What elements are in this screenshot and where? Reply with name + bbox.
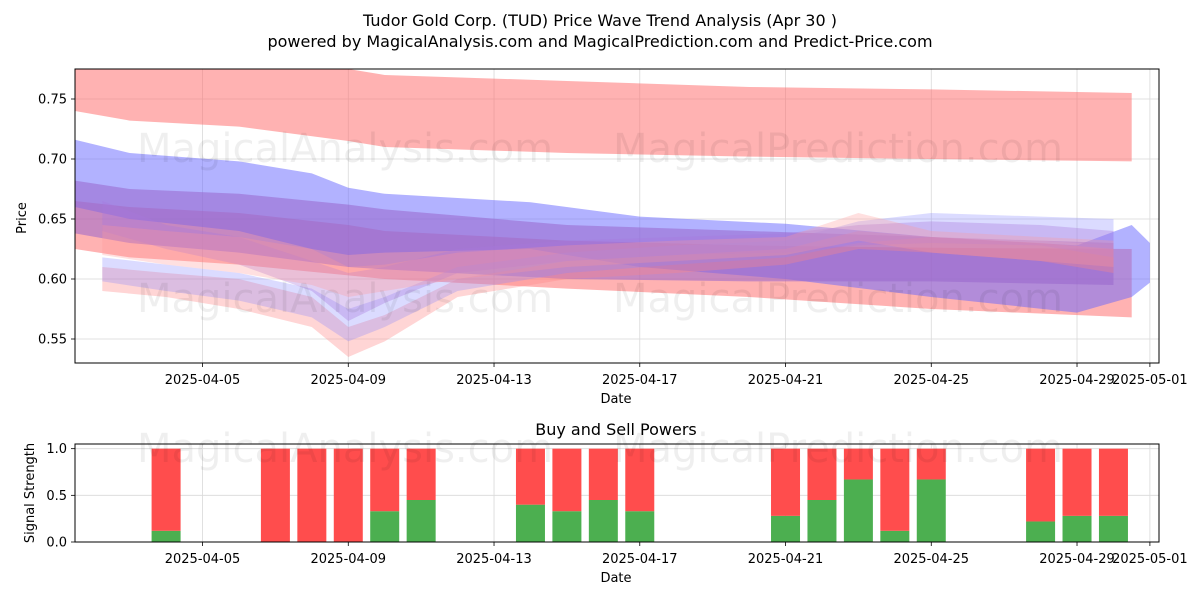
buy-bar bbox=[406, 500, 436, 542]
signal-plot-title: Buy and Sell Powers bbox=[535, 420, 697, 439]
buy-bar bbox=[916, 479, 946, 542]
buy-bar bbox=[588, 500, 618, 542]
watermark-prediction-signal: MagicalPrediction.com bbox=[613, 426, 1063, 472]
price-xtick-label: 2025-04-13 bbox=[456, 373, 532, 388]
sell-bar bbox=[771, 448, 801, 516]
price-plot: 2025-04-05 2025-04-09 2025-04-13 2025-04-17… bbox=[38, 68, 1188, 388]
price-xtick-label: 2025-05-01 bbox=[1112, 373, 1188, 388]
wave-band-3 bbox=[102, 213, 1114, 297]
sell-bar bbox=[880, 448, 910, 531]
price-xtick-label: 2025-04-17 bbox=[602, 373, 678, 388]
signal-ytick-label: 0.0 bbox=[46, 536, 67, 551]
buy-bar bbox=[515, 504, 545, 542]
sell-bar bbox=[1062, 448, 1092, 516]
price-ytick-label: 0.65 bbox=[38, 213, 67, 228]
buy-bar bbox=[1098, 515, 1128, 542]
signal-xtick-label: 2025-04-09 bbox=[310, 552, 386, 567]
sell-bar bbox=[151, 448, 181, 531]
sell-bar bbox=[625, 448, 655, 512]
price-xtick-label: 2025-04-29 bbox=[1039, 373, 1115, 388]
signal-xtick-label: 2025-04-25 bbox=[893, 552, 969, 567]
price-xlabel: Date bbox=[600, 392, 631, 407]
signal-plot: 2025-04-05 2025-04-09 2025-04-13 2025-04-17… bbox=[46, 442, 1187, 567]
price-xtick-label: 2025-04-05 bbox=[165, 373, 241, 388]
price-ytick-label: 0.55 bbox=[38, 333, 67, 348]
watermark-analysis-signal: MagicalAnalysis.com bbox=[137, 426, 553, 472]
wave-band-0 bbox=[102, 231, 1114, 357]
price-plot-frame bbox=[74, 68, 1160, 364]
signal-ytick-label: 1.0 bbox=[46, 442, 67, 457]
sell-bar bbox=[1026, 448, 1056, 522]
watermark-prediction-main-2: MagicalPrediction.com bbox=[613, 276, 1063, 322]
sell-bar bbox=[552, 448, 582, 512]
chart-subtitle: powered by MagicalAnalysis.com and Magic… bbox=[267, 32, 932, 51]
price-ytick-label: 0.60 bbox=[38, 273, 67, 288]
chart-title: Tudor Gold Corp. (TUD) Price Wave Trend … bbox=[362, 11, 837, 30]
price-xtick-label: 2025-04-25 bbox=[893, 373, 969, 388]
band-red-top bbox=[75, 69, 1132, 162]
buy-bar bbox=[151, 530, 181, 542]
sell-bar bbox=[260, 448, 290, 542]
signal-bars bbox=[151, 448, 1128, 542]
price-ylabel: Price bbox=[15, 202, 30, 234]
buy-bar bbox=[843, 479, 873, 542]
signal-xtick-label: 2025-04-13 bbox=[456, 552, 532, 567]
watermark-analysis-main-2: MagicalAnalysis.com bbox=[137, 276, 553, 322]
signal-xtick-label: 2025-04-21 bbox=[748, 552, 824, 567]
buy-bar bbox=[880, 530, 910, 542]
sell-bar bbox=[515, 448, 545, 505]
buy-bar bbox=[625, 511, 655, 542]
price-bands bbox=[75, 69, 1150, 357]
signal-xtick-label: 2025-05-01 bbox=[1112, 552, 1188, 567]
price-xtick-label: 2025-04-21 bbox=[748, 373, 824, 388]
watermark-analysis-main: MagicalAnalysis.com bbox=[137, 126, 553, 172]
signal-plot-frame bbox=[74, 443, 1160, 543]
wave-band-2 bbox=[102, 201, 1114, 321]
sell-bar bbox=[843, 448, 873, 480]
sell-bar bbox=[297, 448, 327, 542]
watermark-prediction-main: MagicalPrediction.com bbox=[613, 126, 1063, 172]
signal-ylabel: Signal Strength bbox=[23, 443, 38, 543]
sell-bar bbox=[1098, 448, 1128, 516]
price-ytick-label: 0.75 bbox=[38, 93, 67, 108]
sell-bar bbox=[406, 448, 436, 500]
signal-xlabel: Date bbox=[600, 571, 631, 586]
sell-bar bbox=[370, 448, 400, 512]
buy-bar bbox=[807, 500, 837, 542]
buy-bar bbox=[771, 515, 801, 542]
sell-bar bbox=[333, 448, 363, 542]
buy-bar bbox=[370, 511, 400, 542]
sell-bar bbox=[588, 448, 618, 500]
signal-xtick-label: 2025-04-05 bbox=[165, 552, 241, 567]
signal-xtick-label: 2025-04-17 bbox=[602, 552, 678, 567]
sell-bar bbox=[807, 448, 837, 500]
signal-ytick-label: 0.5 bbox=[46, 489, 67, 504]
price-ytick-label: 0.70 bbox=[38, 153, 67, 168]
sell-bar bbox=[916, 448, 946, 480]
band-purple-band bbox=[75, 180, 1114, 285]
buy-bar bbox=[1026, 521, 1056, 542]
wave-band-1 bbox=[102, 213, 1114, 342]
buy-bar bbox=[1062, 515, 1092, 542]
watermark-layer: MagicalAnalysis.com MagicalPrediction.co… bbox=[137, 126, 1063, 472]
price-xtick-label: 2025-04-09 bbox=[310, 373, 386, 388]
buy-bar bbox=[552, 511, 582, 542]
signal-xtick-label: 2025-04-29 bbox=[1039, 552, 1115, 567]
